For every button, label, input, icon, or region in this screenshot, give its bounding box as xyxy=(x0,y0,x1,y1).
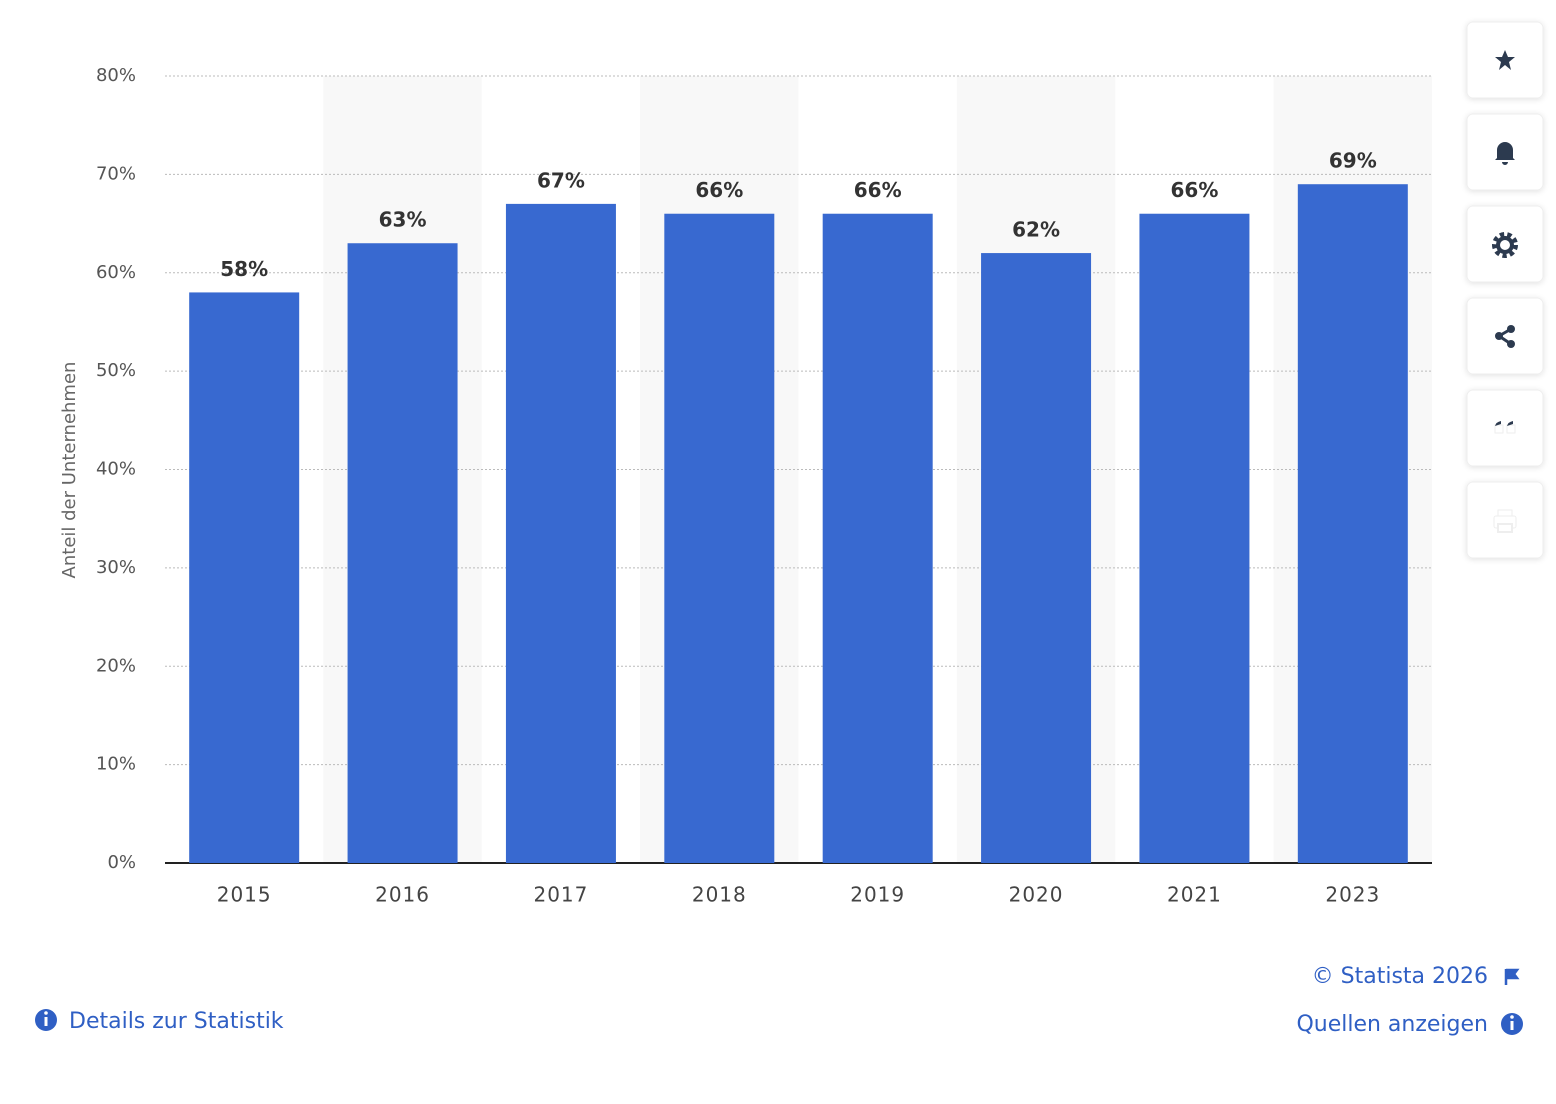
y-tick-label: 20% xyxy=(96,655,136,676)
y-tick-label: 10% xyxy=(96,754,136,775)
y-tick-label: 30% xyxy=(96,557,136,578)
x-tick-label: 2021 xyxy=(1167,883,1222,907)
y-tick-label: 80% xyxy=(96,65,136,86)
y-tick-label: 40% xyxy=(96,459,136,480)
share-button[interactable] xyxy=(1466,297,1544,375)
settings-button[interactable] xyxy=(1466,205,1544,283)
bar xyxy=(1297,184,1408,863)
x-tick-label: 2020 xyxy=(1009,883,1064,907)
notification-button[interactable] xyxy=(1466,113,1544,191)
sources[interactable]: Quellen anzeigen xyxy=(1296,1012,1488,1037)
x-tick-label: 2016 xyxy=(375,883,430,907)
x-tick-label: 2018 xyxy=(692,883,747,907)
bar xyxy=(189,292,300,863)
value-label: 63% xyxy=(379,208,427,232)
cite-button[interactable] xyxy=(1466,389,1544,467)
favorite-button[interactable] xyxy=(1466,21,1544,99)
y-tick-label: 70% xyxy=(96,163,136,184)
y-axis-label: Anteil der Unternehmen xyxy=(59,362,80,579)
value-label: 58% xyxy=(220,257,268,281)
bar xyxy=(1139,213,1250,864)
bar xyxy=(505,203,616,863)
x-tick-label: 2017 xyxy=(533,883,588,907)
copyright[interactable]: © Statista 2026 xyxy=(1312,964,1488,989)
y-tick-label: 50% xyxy=(96,360,136,381)
info-icon-bar xyxy=(1510,1021,1514,1030)
print-button[interactable] xyxy=(1466,481,1544,559)
copyright-link[interactable]: © Statista 2026 xyxy=(1312,964,1520,989)
bar xyxy=(347,243,458,864)
y-tick-label: 60% xyxy=(96,262,136,283)
bar xyxy=(664,213,775,864)
marks: 2015 58% 2016 63% 2017 67% 2018 66% 2019 66% 2020 6… xyxy=(189,149,1408,907)
info-icon-dot xyxy=(1510,1015,1514,1019)
x-tick-label: 2023 xyxy=(1325,883,1380,907)
details-link[interactable]: Details zur Statistik xyxy=(35,1009,284,1034)
sidebar xyxy=(1466,21,1544,559)
info-icon-dot xyxy=(44,1011,48,1015)
sources-link[interactable]: Quellen anzeigen xyxy=(1296,1012,1523,1037)
flag-icon xyxy=(1504,968,1520,985)
value-label: 66% xyxy=(695,178,743,202)
value-label: 66% xyxy=(1171,178,1219,202)
value-label: 62% xyxy=(1012,218,1060,242)
details[interactable]: Details zur Statistik xyxy=(69,1009,284,1034)
value-label: 66% xyxy=(854,178,902,202)
value-label: 67% xyxy=(537,168,585,192)
bar xyxy=(822,213,933,864)
info-icon-bar xyxy=(44,1017,48,1026)
bar xyxy=(981,253,1092,863)
y-tick-label: 0% xyxy=(107,852,136,873)
value-label: 69% xyxy=(1329,149,1377,173)
x-tick-label: 2015 xyxy=(217,883,272,907)
x-tick-label: 2019 xyxy=(850,883,905,907)
